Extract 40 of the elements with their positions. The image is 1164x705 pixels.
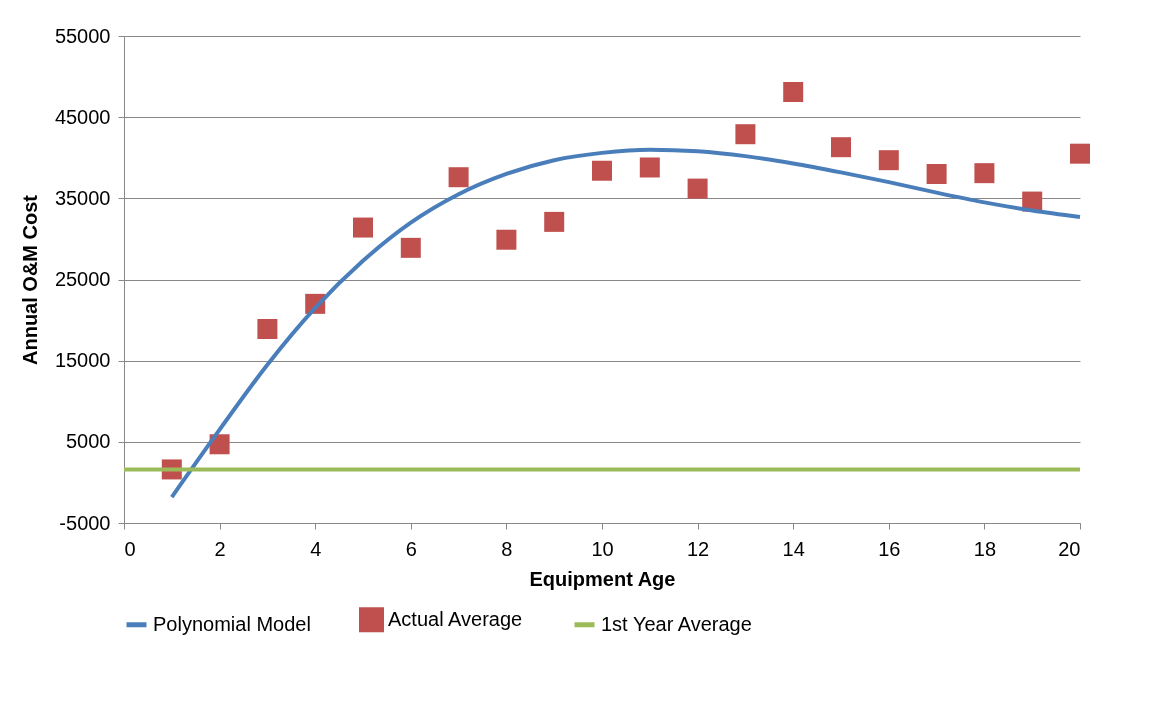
x-tick-label: 4 bbox=[310, 537, 322, 560]
line-series bbox=[169, 147, 1082, 500]
point bbox=[687, 178, 708, 199]
point bbox=[1070, 143, 1090, 164]
legend-label: 1st Year Average bbox=[601, 612, 752, 635]
point bbox=[448, 167, 469, 188]
point bbox=[783, 82, 804, 103]
point bbox=[974, 163, 995, 184]
y-tick-label: -5000 bbox=[59, 511, 111, 534]
x-tick-label: 0 bbox=[124, 537, 136, 560]
legend-label: Actual Average bbox=[388, 607, 523, 630]
point bbox=[831, 137, 851, 158]
x-tick-label: 18 bbox=[973, 537, 997, 560]
point bbox=[257, 319, 278, 340]
x-tick-label: 2 bbox=[214, 537, 226, 560]
point bbox=[592, 160, 612, 181]
y-tick-label: 15000 bbox=[54, 349, 111, 372]
x-axis-title: Equipment Age bbox=[529, 567, 676, 590]
x-tick-label: 10 bbox=[591, 537, 614, 560]
point bbox=[878, 150, 899, 171]
y-tick-label: 25000 bbox=[54, 268, 111, 290]
x-tick-label: 20 bbox=[1058, 537, 1081, 560]
x-tick-label: 16 bbox=[878, 537, 901, 560]
point bbox=[926, 163, 947, 184]
point bbox=[353, 217, 373, 238]
x-tick-label: 12 bbox=[686, 537, 710, 560]
x-tick-label: 8 bbox=[501, 537, 513, 560]
point bbox=[496, 229, 517, 250]
x-tick-label: 14 bbox=[782, 537, 805, 560]
legend-label: Polynomial Model bbox=[153, 612, 311, 635]
point bbox=[735, 124, 756, 145]
point bbox=[639, 157, 660, 178]
point bbox=[544, 211, 565, 232]
y-tick-label: 35000 bbox=[54, 186, 111, 209]
point bbox=[400, 237, 421, 258]
y-tick-label: 45000 bbox=[54, 105, 111, 128]
y-tick-label: 5000 bbox=[66, 430, 111, 453]
y-tick-label: 55000 bbox=[54, 24, 111, 47]
y-axis-title: Annual O&M Cost bbox=[18, 194, 41, 365]
x-tick-label: 6 bbox=[405, 537, 417, 560]
